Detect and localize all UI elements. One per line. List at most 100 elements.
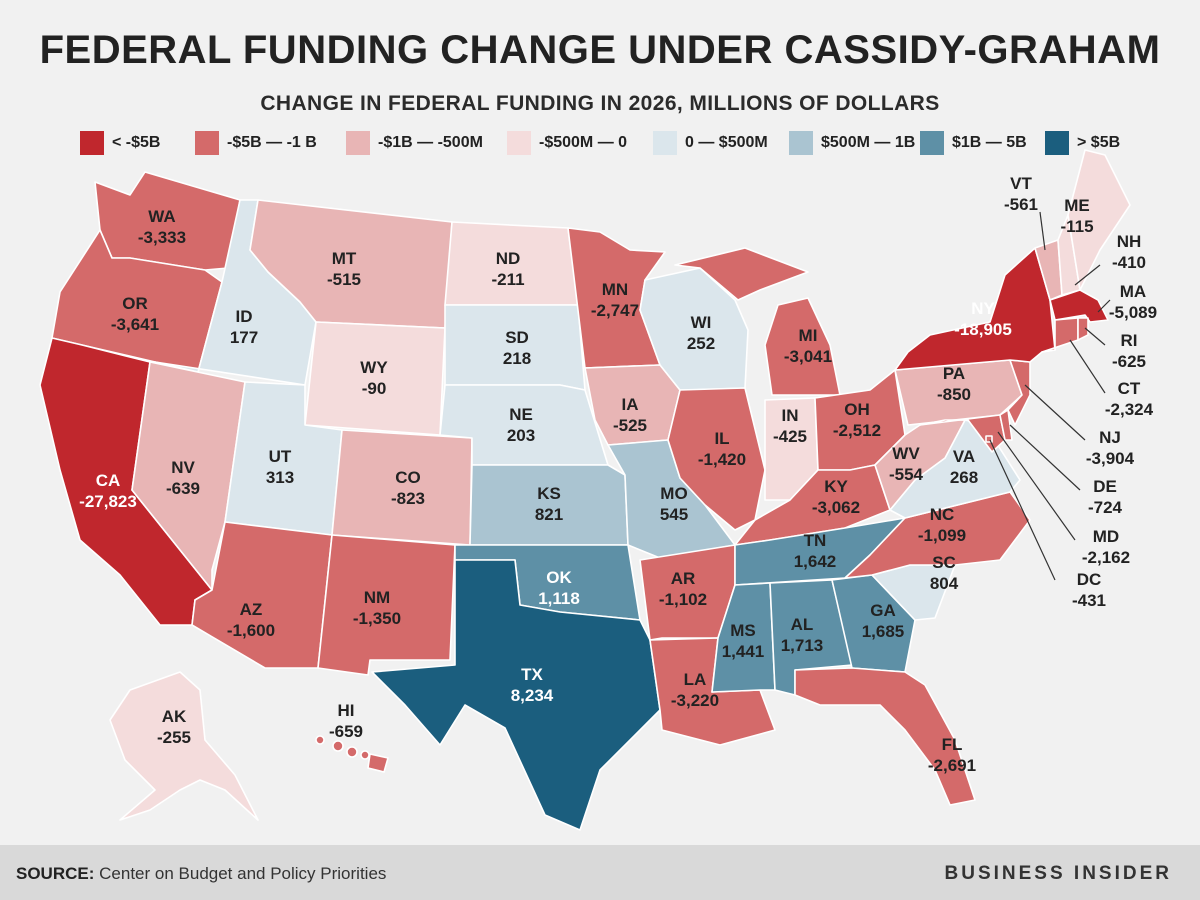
svg-text:OR-3,641: OR -3,641: [111, 294, 159, 334]
state-label-value: 1,713: [781, 636, 824, 655]
leader-line: [989, 439, 1056, 581]
state-label-value: 1,685: [862, 622, 905, 641]
state-label-value: -410: [1112, 253, 1146, 272]
legend-swatch: [80, 131, 104, 155]
state-label-value: -850: [937, 385, 971, 404]
brand-logo[interactable]: BUSINESS INSIDER: [944, 863, 1172, 884]
state-label-value: -2,691: [928, 756, 976, 775]
svg-text:AL1,713: AL 1,713: [781, 615, 824, 655]
state-label-value: -255: [157, 728, 191, 747]
leader-line: [997, 431, 1076, 541]
state-label-value: 313: [266, 468, 294, 487]
state-label-abbr: NJ: [1099, 428, 1121, 447]
state-label-value: 1,441: [722, 642, 765, 661]
state-label-abbr: CO: [395, 468, 421, 487]
state-label-value: 218: [503, 349, 531, 368]
svg-text:ME-115: ME -115: [1060, 196, 1093, 236]
state-ny[interactable]: [894, 247, 1056, 371]
state-label-value: -3,041: [784, 347, 832, 366]
svg-text:CO-823: CO -823: [391, 468, 425, 508]
legend-label: > $5B: [1077, 134, 1121, 151]
legend-item: -$5B — -1 B: [195, 130, 317, 156]
chart-title: FEDERAL FUNDING CHANGE UNDER CASSIDY-GRA…: [39, 28, 1161, 72]
state-label-value: -625: [1112, 352, 1146, 371]
state-label-abbr: FL: [942, 735, 963, 754]
legend-swatch: [195, 131, 219, 155]
state-label-value: -3,904: [1086, 449, 1135, 468]
state-label-abbr: MS: [730, 621, 756, 640]
legend-label: $500M — 1B: [821, 134, 916, 151]
state-label-abbr: PA: [943, 364, 965, 383]
state-label-value: 203: [507, 426, 535, 445]
state-label-abbr: ID: [236, 307, 253, 326]
state-label-value: 1,118: [538, 589, 580, 608]
state-label-value: -2,747: [591, 301, 639, 320]
svg-text:AR-1,102: AR -1,102: [659, 569, 707, 609]
svg-text:MI-3,041: MI -3,041: [784, 326, 832, 366]
svg-text:WV-554: WV -554: [889, 444, 924, 484]
svg-text:MS1,441: MS 1,441: [722, 621, 765, 661]
state-label-abbr: TN: [804, 531, 827, 550]
svg-text:NC-1,099: NC -1,099: [918, 505, 966, 545]
state-label-value: -431: [1072, 591, 1106, 610]
state-label-value: -2,162: [1082, 548, 1130, 567]
leader-line: [1039, 211, 1046, 251]
state-sd[interactable]: [444, 304, 586, 391]
state-label-value: -2,512: [833, 421, 881, 440]
state-label-abbr: NY: [971, 299, 995, 318]
source-note: SOURCE: Center on Budget and Policy Prio…: [16, 864, 386, 884]
state-label-abbr: AZ: [240, 600, 263, 619]
legend-item: $500M — 1B: [789, 130, 915, 156]
svg-text:MN-2,747: MN -2,747: [591, 280, 639, 320]
state-ct[interactable]: [1041, 317, 1079, 353]
state-label-abbr: WY: [360, 358, 388, 377]
svg-text:HI-659: HI -659: [329, 701, 363, 741]
state-label-value: 268: [950, 468, 978, 487]
svg-text:NH-410: NH -410: [1112, 232, 1146, 272]
legend-item: $1B — 5B: [920, 130, 1027, 156]
state-hi[interactable]: [315, 735, 389, 773]
state-label-value: -823: [391, 489, 425, 508]
legend-item: -$1B — -500M: [346, 130, 483, 156]
state-tx[interactable]: [371, 559, 661, 831]
state-label-abbr: LA: [684, 670, 707, 689]
state-label-value: 252: [687, 334, 715, 353]
state-label-abbr: NM: [364, 588, 390, 607]
state-il[interactable]: [667, 387, 766, 531]
state-de[interactable]: [999, 409, 1013, 441]
state-co[interactable]: [331, 429, 473, 546]
state-ak[interactable]: [109, 671, 259, 821]
legend-label: 0 — $500M: [685, 134, 768, 151]
svg-text:AZ-1,600: AZ -1,600: [227, 600, 275, 640]
svg-text:TX8,234: TX 8,234: [511, 665, 554, 705]
state-label-abbr: RI: [1121, 331, 1138, 350]
state-label-abbr: TX: [521, 665, 543, 684]
state-label-abbr: KY: [824, 477, 848, 496]
state-label-abbr: NE: [509, 405, 533, 424]
state-ri[interactable]: [1077, 317, 1089, 341]
leader-line: [1084, 327, 1106, 346]
svg-text:IA-525: IA -525: [613, 395, 647, 435]
state-label-abbr: WV: [892, 444, 920, 463]
state-label-abbr: MN: [602, 280, 628, 299]
state-mi[interactable]: [674, 247, 809, 301]
state-label-abbr: VT: [1010, 174, 1032, 193]
state-label-value: 545: [660, 505, 688, 524]
state-label-abbr: MT: [332, 249, 357, 268]
state-label-abbr: IN: [782, 406, 799, 425]
state-fl[interactable]: [794, 667, 976, 806]
state-label-value: -211: [491, 270, 524, 289]
svg-text:DE-724: DE -724: [1088, 477, 1123, 517]
svg-text:VT-561: VT -561: [1004, 174, 1038, 214]
legend-label: -$1B — -500M: [378, 134, 483, 151]
svg-text:PA-850: PA -850: [937, 364, 971, 404]
legend-label: -$500M — 0: [539, 134, 628, 151]
svg-text:KY-3,062: KY -3,062: [812, 477, 860, 517]
state-label-value: -724: [1088, 498, 1123, 517]
state-nc[interactable]: [844, 491, 1031, 579]
state-label-abbr: MO: [660, 484, 687, 503]
